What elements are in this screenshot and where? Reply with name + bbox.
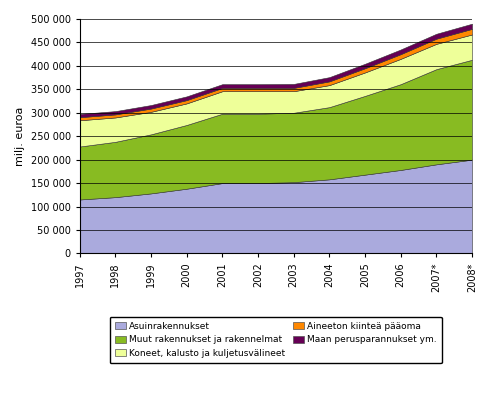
Y-axis label: milj. euroa: milj. euroa	[15, 107, 25, 166]
Legend: Asuinrakennukset, Muut rakennukset ja rakennelmat, Koneet, kalusto ja kuljetusvä: Asuinrakennukset, Muut rakennukset ja ra…	[110, 316, 442, 364]
